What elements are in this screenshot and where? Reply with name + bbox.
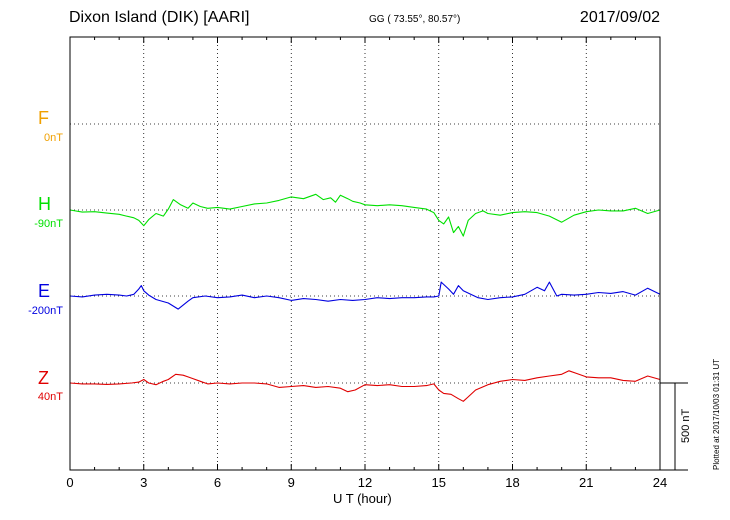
geographic-coordinates: GG ( 73.55°, 80.57°) <box>369 14 461 25</box>
x-axis-label: U T (hour) <box>333 491 392 506</box>
series-line-e <box>69 281 661 310</box>
x-tick-label: 12 <box>357 475 373 490</box>
x-tick-label: 21 <box>579 475 594 490</box>
series-baseline-h: -90nT <box>34 218 63 230</box>
x-tick-label: 0 <box>66 475 74 490</box>
series-line-h <box>69 193 661 237</box>
series-name-e: E <box>38 281 51 301</box>
x-tick-label: 9 <box>287 475 295 490</box>
x-tick-label: 24 <box>652 475 668 490</box>
grid <box>70 37 660 470</box>
station-title: Dixon Island (DIK) [AARI] <box>69 9 250 26</box>
series-name-h: H <box>38 194 51 214</box>
x-tick-label: 6 <box>213 475 222 490</box>
scale-bar <box>660 382 688 471</box>
scale-bar-label: 500 nT <box>680 408 692 443</box>
series-name-f: F <box>38 108 49 128</box>
plot-frame <box>69 36 661 471</box>
series-name-z: Z <box>38 368 49 388</box>
x-tick-label: 3 <box>140 475 148 490</box>
x-tick-label: 15 <box>431 475 447 490</box>
series-baseline-f: 0nT <box>44 132 63 144</box>
series-lines <box>69 193 661 402</box>
x-tick-label: 18 <box>505 475 520 490</box>
series-baseline-e: -200nT <box>28 305 63 317</box>
plotted-timestamp: Plotted at 2017/10/03 01:31 UT <box>712 358 721 470</box>
date-label: 2017/09/02 <box>579 9 660 26</box>
series-line-z <box>69 370 661 402</box>
series-baseline-z: 40nT <box>37 391 63 403</box>
